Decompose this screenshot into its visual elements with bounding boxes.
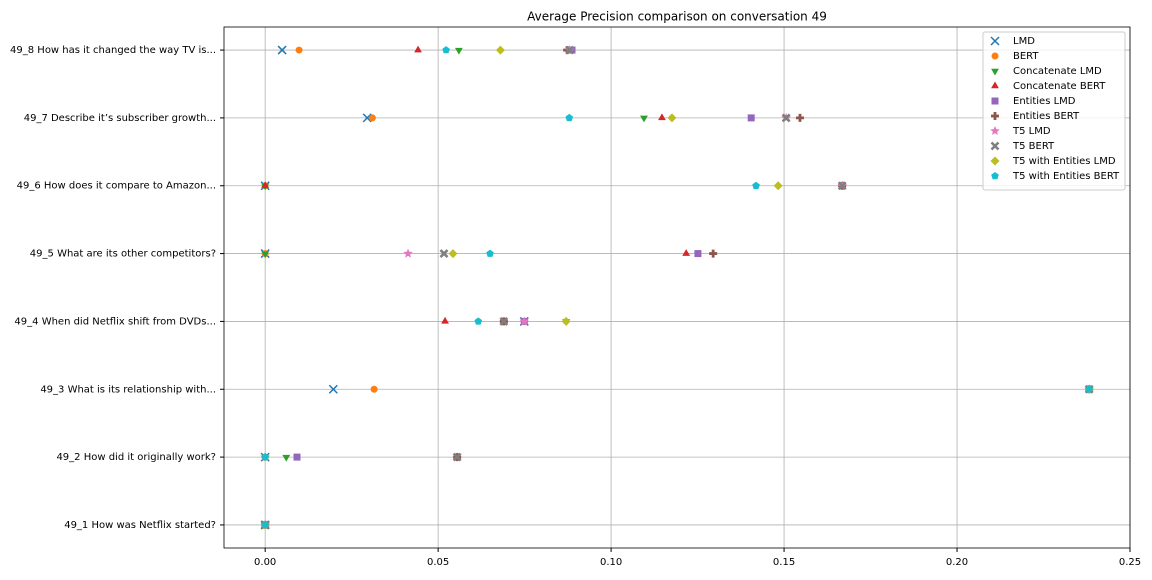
chart-title: Average Precision comparison on conversa… (527, 10, 827, 24)
legend-marker (990, 36, 1000, 46)
legend-label: BERT (1013, 51, 1039, 62)
legend-label: LMD (1013, 36, 1035, 47)
legend-box (982, 31, 1126, 191)
marker (682, 249, 691, 256)
marker (752, 181, 760, 189)
marker (439, 249, 449, 259)
legend-marker (990, 141, 1000, 151)
y-tick-label: 49_7 Describe it’s subscriber growth... (24, 113, 216, 124)
legend-label: T5 with Entities BERT (1012, 171, 1120, 182)
marker (781, 113, 791, 123)
y-tick-label: 49_8 How has it changed the way TV is... (10, 45, 216, 56)
y-tick-label: 49_6 How does it compare to Amazon... (17, 181, 216, 192)
marker (261, 251, 270, 259)
marker (261, 181, 270, 188)
legend-label: Concatenate LMD (1013, 66, 1102, 77)
marker (640, 115, 648, 123)
marker (658, 113, 666, 121)
marker (474, 317, 483, 325)
marker (709, 249, 718, 258)
marker (837, 181, 847, 191)
marker (495, 45, 505, 55)
marker (368, 114, 376, 122)
legend-marker (991, 81, 999, 89)
marker (747, 114, 755, 122)
legend-label: T5 BERT (1012, 141, 1055, 152)
y-tick-label: 49_2 How did it originally work? (56, 452, 216, 463)
y-tick-label: 49_4 When did Netflix shift from DVDs... (14, 316, 216, 327)
marker (328, 384, 338, 394)
legend-label: T5 with Entities LMD (1012, 156, 1116, 167)
legend-label: Concatenate BERT (1013, 81, 1106, 92)
y-tick-label: 49_1 How was Netflix started? (64, 520, 216, 531)
x-tick-label: 0.15 (773, 557, 795, 568)
x-tick-label: 0.00 (254, 557, 276, 568)
marker (1085, 385, 1093, 393)
legend-marker (991, 97, 999, 105)
legend-label: Entities BERT (1013, 111, 1080, 122)
legend-marker (990, 126, 1000, 136)
marker (277, 45, 287, 55)
x-tick-label: 0.20 (946, 557, 968, 568)
x-tick-label: 0.05 (427, 557, 449, 568)
marker (403, 248, 413, 258)
marker (261, 453, 269, 461)
x-tick-label: 0.25 (1119, 557, 1141, 568)
marker (486, 249, 494, 257)
marker (561, 316, 571, 326)
marker (295, 46, 303, 54)
marker (565, 113, 574, 122)
legend-marker (991, 172, 999, 180)
marker (452, 452, 462, 462)
marker (499, 316, 509, 326)
marker (454, 47, 463, 55)
marker (442, 46, 450, 54)
marker (441, 316, 449, 324)
marker (773, 181, 783, 191)
y-tick-label: 49_5 What are its other competitors? (30, 249, 216, 260)
legend-marker (991, 52, 999, 60)
marker (795, 113, 804, 122)
marker (667, 113, 677, 123)
legend-label: T5 LMD (1012, 126, 1051, 137)
marker (261, 520, 269, 529)
legend-label: Entities LMD (1013, 96, 1076, 107)
legend-marker (991, 112, 999, 120)
marker (293, 453, 301, 461)
marker (370, 385, 378, 393)
legend-marker (991, 68, 999, 76)
marker (519, 316, 530, 326)
marker (448, 249, 458, 259)
plot-frame (223, 26, 1131, 549)
legend-marker (990, 156, 1000, 166)
x-tick-label: 0.10 (600, 557, 622, 568)
y-tick-label: 49_3 What is its relationship with... (40, 384, 216, 395)
marker (694, 250, 702, 258)
marker (282, 454, 291, 462)
marker (565, 45, 575, 55)
marker (414, 45, 422, 53)
marker (362, 113, 372, 123)
